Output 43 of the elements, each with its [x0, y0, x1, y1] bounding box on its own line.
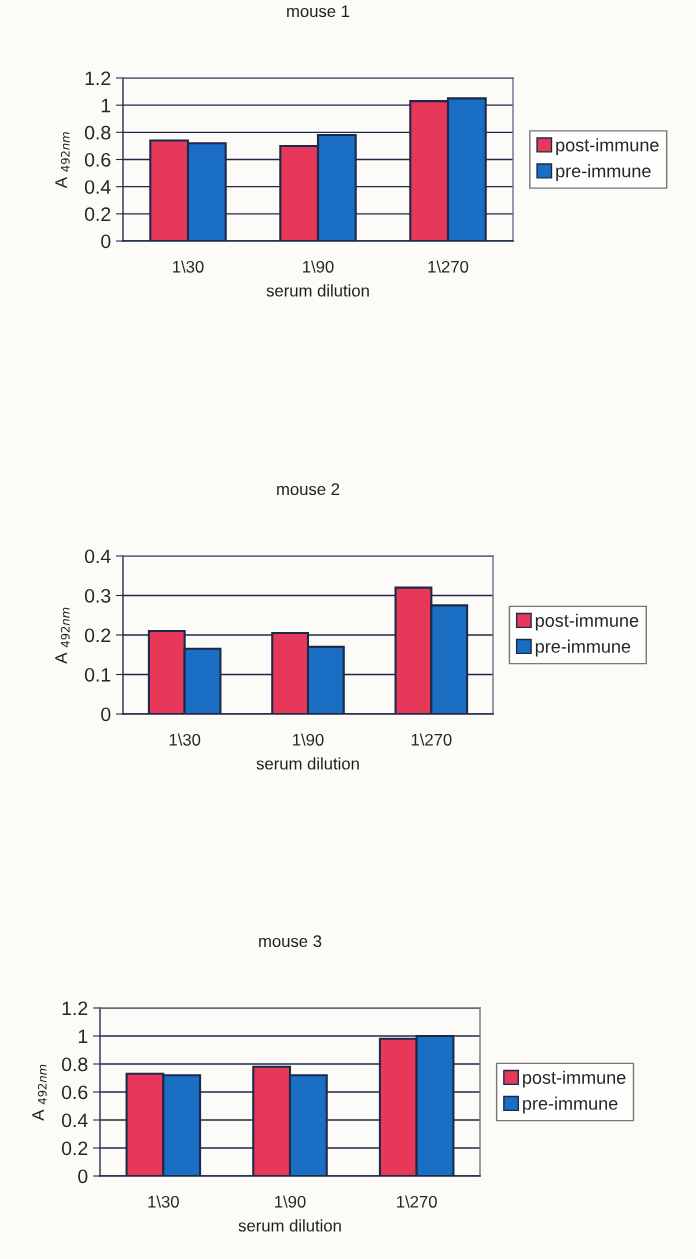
x-axis-title: serum dilution [266, 284, 369, 297]
y-tick-label: 0 [101, 234, 111, 249]
legend-label: post-immune [535, 613, 639, 631]
x-tick-label: 1\30 [173, 260, 204, 273]
legend-label: pre-immune [535, 639, 631, 657]
y-tick-label: 0.8 [61, 1057, 88, 1072]
y-tick-label: 0.4 [84, 549, 111, 564]
x-tick-label: 1\90 [303, 260, 334, 273]
y-tick-label: 0 [101, 707, 111, 722]
x-tick-label: 1\270 [397, 1195, 437, 1208]
x-tick-label: 1\90 [293, 733, 324, 746]
chart-title: mouse 3 [259, 935, 322, 948]
y-tick-label: 1.2 [85, 71, 111, 86]
y-tick-label: 0.4 [84, 180, 111, 194]
y-axis-title: A $_{492nm}$ [55, 607, 70, 664]
legend-label: post-immune [556, 138, 659, 155]
chart-title: mouse 1 [287, 5, 350, 18]
y-tick-label: 0.4 [61, 1113, 88, 1128]
x-tick-label: 1\30 [169, 733, 201, 746]
x-tick-label: 1\30 [148, 1195, 179, 1208]
y-tick-label: 0.6 [84, 152, 111, 167]
y-tick-label: 0.8 [84, 125, 111, 140]
y-tick-label: 1 [78, 1029, 88, 1044]
y-tick-label: 0.1 [84, 667, 111, 682]
y-tick-label: 0.6 [61, 1085, 88, 1100]
chart-title: mouse 2 [277, 483, 340, 496]
legend-label: post-immune [523, 1070, 626, 1088]
legend-label: pre-immune [523, 1096, 618, 1114]
y-tick-label: 0.2 [84, 628, 111, 643]
y-tick-label: 1 [101, 98, 111, 113]
y-tick-label: 1.2 [62, 1001, 88, 1016]
y-tick-label: 0.2 [61, 1141, 88, 1156]
x-axis-title: serum dilution [238, 1219, 341, 1232]
x-tick-label: 1\270 [411, 733, 452, 746]
y-tick-label: 0 [78, 1169, 88, 1184]
y-tick-label: 0.2 [84, 207, 111, 222]
legend-label: pre-immune [556, 164, 651, 181]
x-tick-label: 1\90 [275, 1195, 306, 1208]
y-axis-title: A $_{492nm}$ [55, 132, 70, 189]
y-axis-title: A $_{492nm}$ [32, 1064, 47, 1121]
y-tick-label: 0.3 [84, 588, 111, 603]
x-axis-title: serum dilution [256, 757, 359, 770]
x-tick-label: 1\270 [428, 260, 469, 273]
